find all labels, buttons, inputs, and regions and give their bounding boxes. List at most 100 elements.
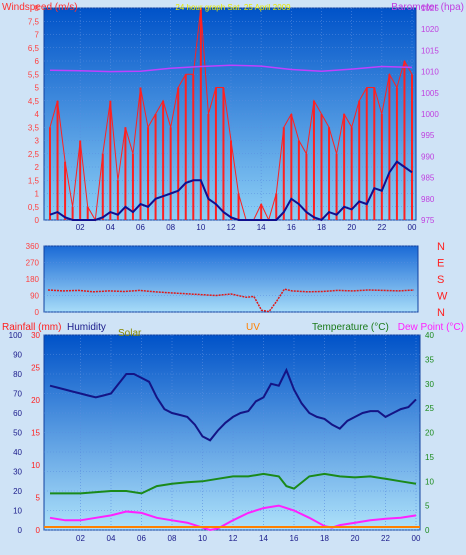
rainfall-axis-label: Rainfall (mm) (2, 322, 61, 333)
climate-x-tick-label: 02 (76, 534, 85, 543)
wind-tick-label: 1,5 (28, 176, 40, 185)
wind-x-tick-label: 20 (347, 223, 356, 232)
compass-label: N (437, 241, 445, 253)
direction-tick-label: 90 (30, 292, 39, 301)
wind-x-tick-label: 04 (106, 223, 115, 232)
climate-x-tick-label: 04 (107, 534, 116, 543)
humidity-tick-label: 40 (13, 448, 22, 457)
wind-x-tick-label: 10 (196, 223, 205, 232)
wind-tick-label: 5,5 (28, 70, 40, 79)
temperature-tick-label: 35 (425, 355, 434, 364)
wind-tick-label: 7 (35, 31, 40, 40)
temperature-tick-label: 40 (425, 331, 434, 340)
barometer-tick-label: 985 (421, 174, 435, 183)
humidity-tick-label: 90 (13, 351, 22, 360)
rain-tick-label: 5 (36, 494, 41, 503)
wind-x-tick-label: 06 (136, 223, 145, 232)
wind-tick-label: 7,5 (28, 17, 40, 26)
humidity-tick-label: 80 (13, 370, 22, 379)
temperature-tick-label: 30 (425, 380, 434, 389)
wind-tick-label: 6 (35, 57, 40, 66)
wind-axis-label: Windspeed (m/s) (2, 2, 78, 13)
wind-tick-label: 2,5 (28, 150, 40, 159)
climate-x-tick-label: 22 (381, 534, 390, 543)
barometer-tick-label: 1015 (421, 46, 439, 55)
temperature-tick-label: 0 (425, 526, 430, 535)
humidity-tick-label: 20 (13, 487, 22, 496)
humidity-tick-label: 30 (13, 468, 22, 477)
rain-tick-label: 10 (31, 461, 40, 470)
temperature-axis-label: Temperature (°C) (312, 322, 389, 333)
humidity-tick-label: 10 (13, 507, 22, 516)
wind-tick-label: 3,5 (28, 123, 40, 132)
humidity-tick-label: 50 (13, 429, 22, 438)
compass-label: E (437, 258, 444, 270)
climate-x-tick-label: 10 (198, 534, 207, 543)
barometer-tick-label: 1010 (421, 68, 439, 77)
wind-x-tick-label: 16 (287, 223, 296, 232)
direction-tick-label: 270 (26, 259, 40, 268)
humidity-axis-label: Humidity (67, 322, 106, 333)
rain-tick-label: 0 (36, 526, 41, 535)
wind-tick-label: 5 (35, 84, 40, 93)
wind-gust-line (49, 7, 413, 222)
rain-tick-label: 15 (31, 429, 40, 438)
humidity-tick-label: 60 (13, 409, 22, 418)
climate-line-humidity (49, 367, 417, 442)
climate-x-tick-label: 12 (229, 534, 238, 543)
wind-tick-label: 0,5 (28, 203, 40, 212)
climate-x-tick-label: 08 (168, 534, 177, 543)
barometer-tick-label: 995 (421, 131, 435, 140)
wind-tick-label: 3 (35, 137, 40, 146)
climate-line-dew-point (49, 504, 417, 532)
barometer-axis-label: Barometer (hpa) (391, 2, 464, 13)
barometer-tick-label: 990 (421, 152, 435, 161)
barometer-tick-label: 980 (421, 195, 435, 204)
climate-x-tick-label: 00 (412, 534, 421, 543)
wind-tick-label: 0 (35, 216, 40, 225)
climate-x-tick-label: 20 (351, 534, 360, 543)
barometer-tick-label: 1025 (421, 4, 439, 13)
climate-x-tick-label: 06 (137, 534, 146, 543)
wind-x-tick-label: 18 (317, 223, 326, 232)
solar-axis-label: Solar (118, 328, 142, 339)
compass-label: S (437, 274, 444, 286)
temperature-tick-label: 20 (425, 429, 434, 438)
climate-x-tick-label: 18 (320, 534, 329, 543)
wind-x-tick-label: 00 (408, 223, 417, 232)
direction-tick-label: 360 (26, 242, 40, 251)
barometer-tick-label: 1000 (421, 110, 439, 119)
rain-tick-label: 25 (31, 364, 40, 373)
wind-tick-label: 4 (35, 110, 40, 119)
temperature-tick-label: 25 (425, 404, 434, 413)
barometer-tick-label: 1020 (421, 25, 439, 34)
barometer-tick-label: 975 (421, 216, 435, 225)
wind-tick-label: 8 (35, 4, 40, 13)
temperature-tick-label: 15 (425, 453, 434, 462)
climate-plot-area (43, 334, 421, 531)
climate-x-tick-label: 16 (290, 534, 299, 543)
wind-x-tick-label: 12 (227, 223, 236, 232)
wind-tick-label: 1 (35, 190, 40, 199)
compass-label: W (437, 291, 448, 303)
barometer-line (49, 64, 413, 73)
temperature-tick-label: 5 (425, 502, 430, 511)
wind-x-tick-label: 22 (377, 223, 386, 232)
barometer-tick-label: 1005 (421, 89, 439, 98)
direction-line (47, 288, 415, 313)
temperature-tick-label: 10 (425, 477, 434, 486)
humidity-tick-label: 70 (13, 390, 22, 399)
compass-label: N (437, 307, 445, 319)
wind-tick-label: 4,5 (28, 97, 40, 106)
rain-tick-label: 20 (31, 396, 40, 405)
wind-x-tick-label: 08 (166, 223, 175, 232)
uv-axis-label: UV (246, 322, 260, 333)
wind-tick-label: 2 (35, 163, 40, 172)
direction-tick-label: 0 (35, 308, 40, 317)
direction-tick-label: 180 (26, 275, 40, 284)
rain-tick-label: 30 (31, 331, 40, 340)
humidity-tick-label: 100 (9, 331, 23, 340)
wind-x-tick-label: 02 (76, 223, 85, 232)
